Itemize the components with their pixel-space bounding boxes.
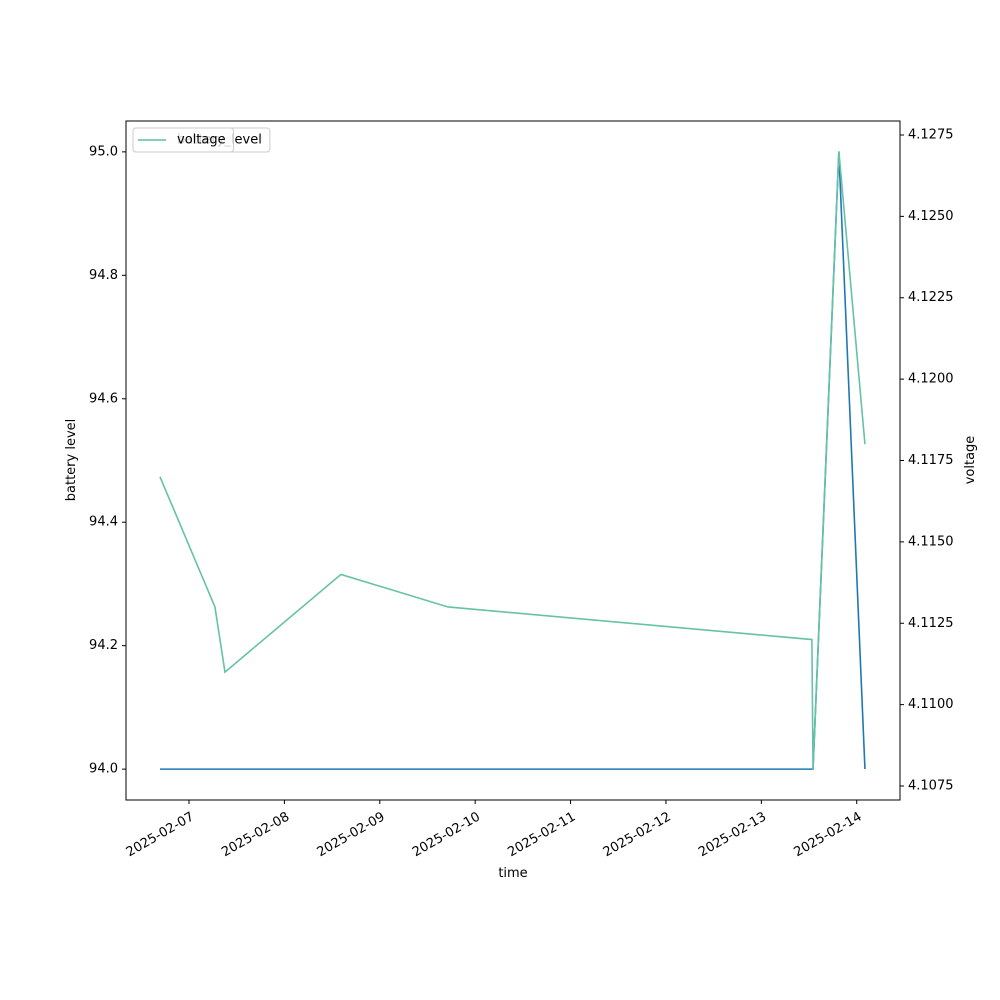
y2-tick-label: 4.1150: [908, 534, 954, 549]
x-tick-label: 2025-02-12: [601, 810, 674, 861]
y-axis-label: battery level: [64, 419, 79, 502]
series-line: [159, 151, 866, 770]
y-tick-label: 94.0: [89, 762, 118, 777]
y2-tick-label: 4.1075: [908, 779, 954, 794]
y-tick-label: 94.4: [89, 515, 118, 530]
x-tick-label: 2025-02-09: [315, 810, 388, 861]
x-axis-label: time: [498, 866, 527, 881]
x-tick-label: 2025-02-11: [505, 810, 578, 861]
x-tick-label: 2025-02-10: [410, 810, 483, 861]
series-line: [159, 151, 866, 770]
x-tick-label: 2025-02-07: [124, 810, 197, 861]
legend-box: [132, 127, 235, 153]
y2-axis-label: voltage: [963, 436, 978, 485]
y-tick-label: 95.0: [89, 144, 118, 159]
y-tick-label: 94.6: [89, 391, 118, 406]
x-tick-label: 2025-02-13: [696, 810, 769, 861]
legend-label: voltage: [177, 133, 226, 148]
y2-tick-label: 4.1125: [908, 616, 954, 631]
y2-tick-label: 4.1200: [908, 372, 954, 387]
y-tick-label: 94.2: [89, 638, 118, 653]
y-tick-label: 94.8: [89, 268, 118, 283]
y2-tick-label: 4.1225: [908, 290, 954, 305]
y2-tick-label: 4.1175: [908, 453, 954, 468]
plot-frame: [125, 120, 901, 801]
x-tick-label: 2025-02-14: [792, 810, 865, 861]
y2-tick-label: 4.1275: [908, 127, 954, 142]
y2-tick-label: 4.1100: [908, 697, 954, 712]
x-tick-label: 2025-02-08: [219, 810, 292, 861]
y2-tick-label: 4.1250: [908, 209, 954, 224]
